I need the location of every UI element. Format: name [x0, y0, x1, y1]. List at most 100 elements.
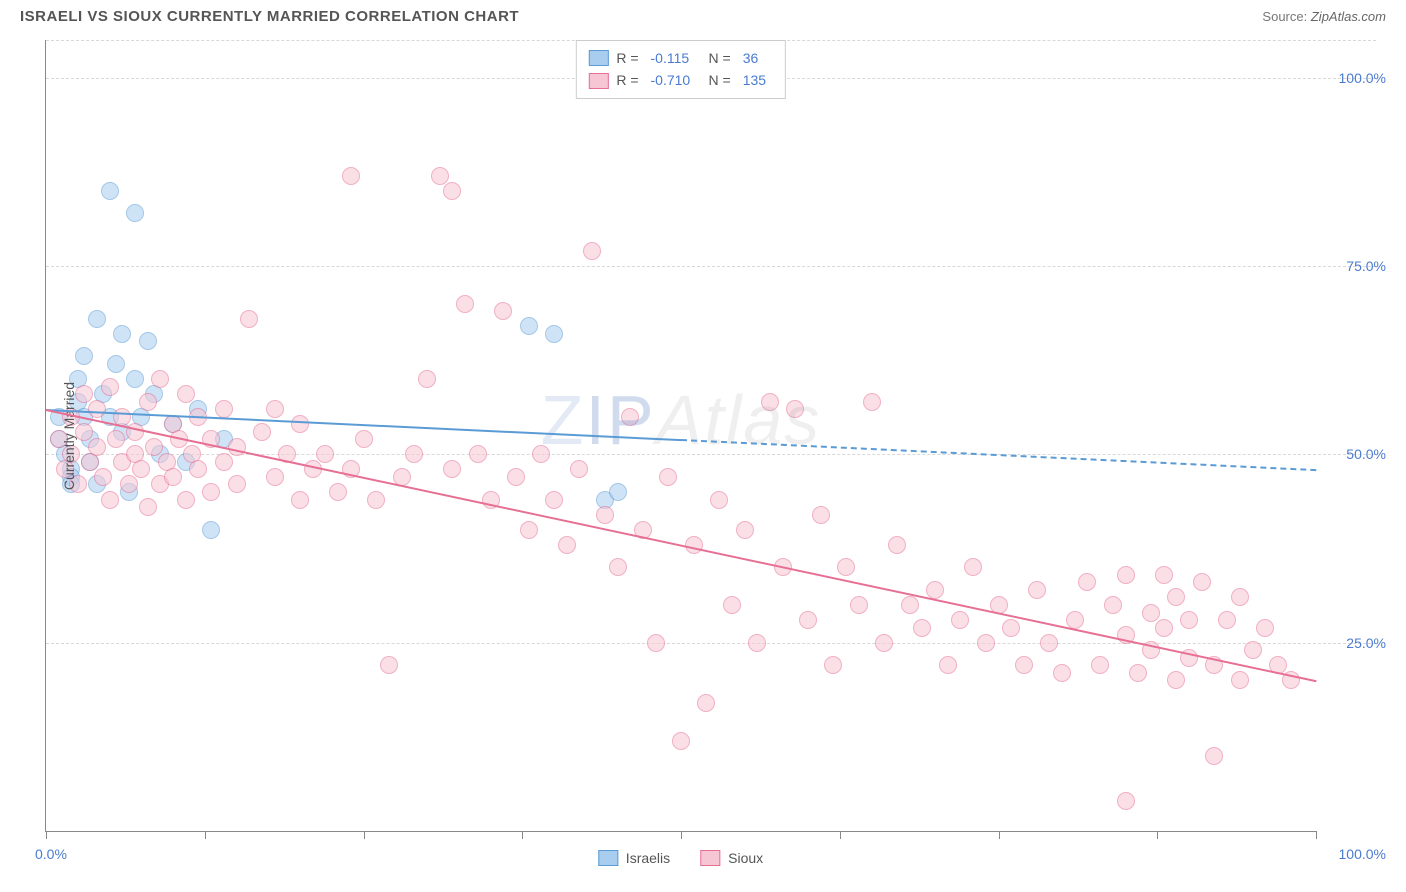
data-point — [75, 423, 93, 441]
data-point — [94, 468, 112, 486]
correlation-legend: R =-0.115N =36R =-0.710N =135 — [575, 40, 785, 99]
chart-area: ZIPAtlas 25.0%50.0%75.0%100.0% Currently… — [45, 40, 1316, 832]
data-point — [786, 400, 804, 418]
data-point — [202, 483, 220, 501]
x-tick — [1157, 831, 1158, 839]
header: ISRAELI VS SIOUX CURRENTLY MARRIED CORRE… — [0, 0, 1406, 29]
data-point — [189, 460, 207, 478]
data-point — [609, 558, 627, 576]
gridline — [46, 454, 1376, 455]
data-point — [367, 491, 385, 509]
data-point — [75, 347, 93, 365]
data-point — [977, 634, 995, 652]
data-point — [697, 694, 715, 712]
data-point — [1231, 671, 1249, 689]
data-point — [291, 491, 309, 509]
data-point — [1078, 573, 1096, 591]
watermark-atlas: Atlas — [656, 381, 822, 459]
data-point — [863, 393, 881, 411]
data-point — [266, 468, 284, 486]
x-tick — [840, 831, 841, 839]
legend-row: R =-0.115N =36 — [588, 47, 772, 69]
data-point — [126, 423, 144, 441]
legend-r-value: -0.710 — [651, 69, 701, 91]
x-tick — [999, 831, 1000, 839]
watermark-ip: IP — [586, 381, 656, 459]
source-label: Source: — [1262, 9, 1307, 24]
watermark: ZIPAtlas — [541, 380, 822, 460]
data-point — [1104, 596, 1122, 614]
data-point — [507, 468, 525, 486]
data-point — [316, 445, 334, 463]
data-point — [1028, 581, 1046, 599]
legend-swatch — [598, 850, 618, 866]
data-point — [443, 460, 461, 478]
data-point — [145, 438, 163, 456]
data-point — [101, 182, 119, 200]
data-point — [177, 491, 195, 509]
trend-line — [681, 439, 1316, 471]
plot-region: ZIPAtlas 25.0%50.0%75.0%100.0% — [45, 40, 1316, 832]
data-point — [1218, 611, 1236, 629]
legend-r-label: R = — [616, 69, 638, 91]
data-point — [939, 656, 957, 674]
legend-swatch — [700, 850, 720, 866]
data-point — [1180, 611, 1198, 629]
data-point — [596, 506, 614, 524]
data-point — [291, 415, 309, 433]
data-point — [101, 491, 119, 509]
series-legend: IsraelisSioux — [598, 850, 763, 866]
data-point — [1142, 604, 1160, 622]
legend-swatch — [588, 73, 608, 89]
data-point — [685, 536, 703, 554]
data-point — [850, 596, 868, 614]
data-point — [736, 521, 754, 539]
legend-n-label: N = — [709, 47, 731, 69]
data-point — [532, 445, 550, 463]
x-axis-max-label: 100.0% — [1339, 846, 1386, 862]
data-point — [748, 634, 766, 652]
data-point — [443, 182, 461, 200]
data-point — [101, 378, 119, 396]
data-point — [570, 460, 588, 478]
data-point — [177, 385, 195, 403]
y-axis-title: Currently Married — [61, 382, 77, 490]
data-point — [151, 370, 169, 388]
y-tick-label: 100.0% — [1326, 70, 1386, 86]
data-point — [1040, 634, 1058, 652]
data-point — [901, 596, 919, 614]
legend-r-value: -0.115 — [651, 47, 701, 69]
data-point — [545, 325, 563, 343]
data-point — [215, 453, 233, 471]
gridline — [46, 643, 1376, 644]
data-point — [253, 423, 271, 441]
data-point — [951, 611, 969, 629]
data-point — [888, 536, 906, 554]
data-point — [1002, 619, 1020, 637]
data-point — [1053, 664, 1071, 682]
legend-n-value: 135 — [743, 69, 773, 91]
legend-label: Sioux — [728, 850, 763, 866]
data-point — [1193, 573, 1211, 591]
data-point — [380, 656, 398, 674]
data-point — [1256, 619, 1274, 637]
data-point — [215, 400, 233, 418]
data-point — [913, 619, 931, 637]
y-tick-label: 75.0% — [1326, 258, 1386, 274]
x-tick — [522, 831, 523, 839]
x-tick — [46, 831, 47, 839]
data-point — [107, 355, 125, 373]
data-point — [431, 167, 449, 185]
data-point — [1155, 566, 1173, 584]
data-point — [723, 596, 741, 614]
data-point — [621, 408, 639, 426]
data-point — [107, 430, 125, 448]
x-tick — [364, 831, 365, 839]
chart-title: ISRAELI VS SIOUX CURRENTLY MARRIED CORRE… — [20, 8, 519, 25]
data-point — [88, 400, 106, 418]
data-point — [647, 634, 665, 652]
data-point — [1155, 619, 1173, 637]
y-tick-label: 50.0% — [1326, 446, 1386, 462]
data-point — [875, 634, 893, 652]
data-point — [520, 317, 538, 335]
